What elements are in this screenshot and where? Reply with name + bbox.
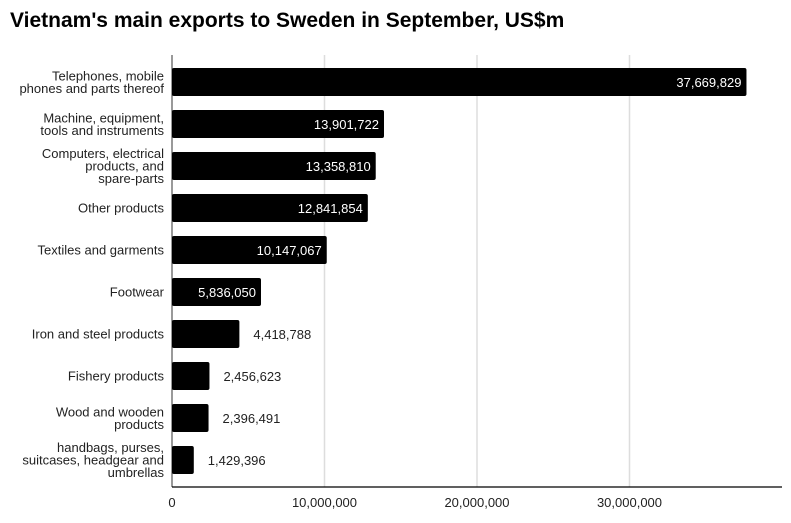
data-label: 13,358,810 [306, 159, 371, 174]
data-label: 2,396,491 [223, 411, 281, 426]
category-label: Telephones, mobile phones and parts there… [19, 68, 164, 96]
bar [172, 320, 240, 348]
category-label: Iron and steel products [32, 327, 165, 342]
data-label: 12,841,854 [298, 201, 363, 216]
bar [172, 404, 209, 432]
bar [172, 110, 385, 138]
category-label: handbags, purses, suitcases, headgear and… [22, 440, 164, 480]
bar [172, 152, 376, 180]
data-label: 1,429,396 [208, 453, 266, 468]
data-label: 2,456,623 [223, 369, 281, 384]
data-label: 10,147,067 [257, 243, 322, 258]
category-label: Fishery products [68, 369, 165, 384]
bar [172, 446, 194, 474]
bar [172, 236, 327, 264]
chart-title: Vietnam's main exports to Sweden in Sept… [10, 9, 565, 32]
x-tick-label: 10,000,000 [292, 495, 357, 510]
x-tick-label: 20,000,000 [444, 495, 509, 510]
category-label: Machine, equipment, tools and instruments [40, 110, 164, 138]
category-label: Footwear [110, 285, 165, 300]
x-tick-label: 30,000,000 [597, 495, 662, 510]
data-label: 5,836,050 [198, 285, 256, 300]
category-label: Computers, electrical products, and spare-… [42, 146, 165, 186]
bar [172, 68, 747, 96]
bar [172, 362, 210, 390]
bar [172, 278, 261, 306]
category-label: Textiles and garments [38, 243, 165, 258]
bar [172, 194, 368, 222]
category-label: Wood and wooden products [56, 404, 165, 432]
category-label: Other products [78, 201, 164, 216]
data-label: 13,901,722 [314, 117, 379, 132]
data-label: 4,418,788 [253, 327, 311, 342]
data-label: 37,669,829 [676, 75, 741, 90]
x-tick-label: 0 [168, 495, 175, 510]
